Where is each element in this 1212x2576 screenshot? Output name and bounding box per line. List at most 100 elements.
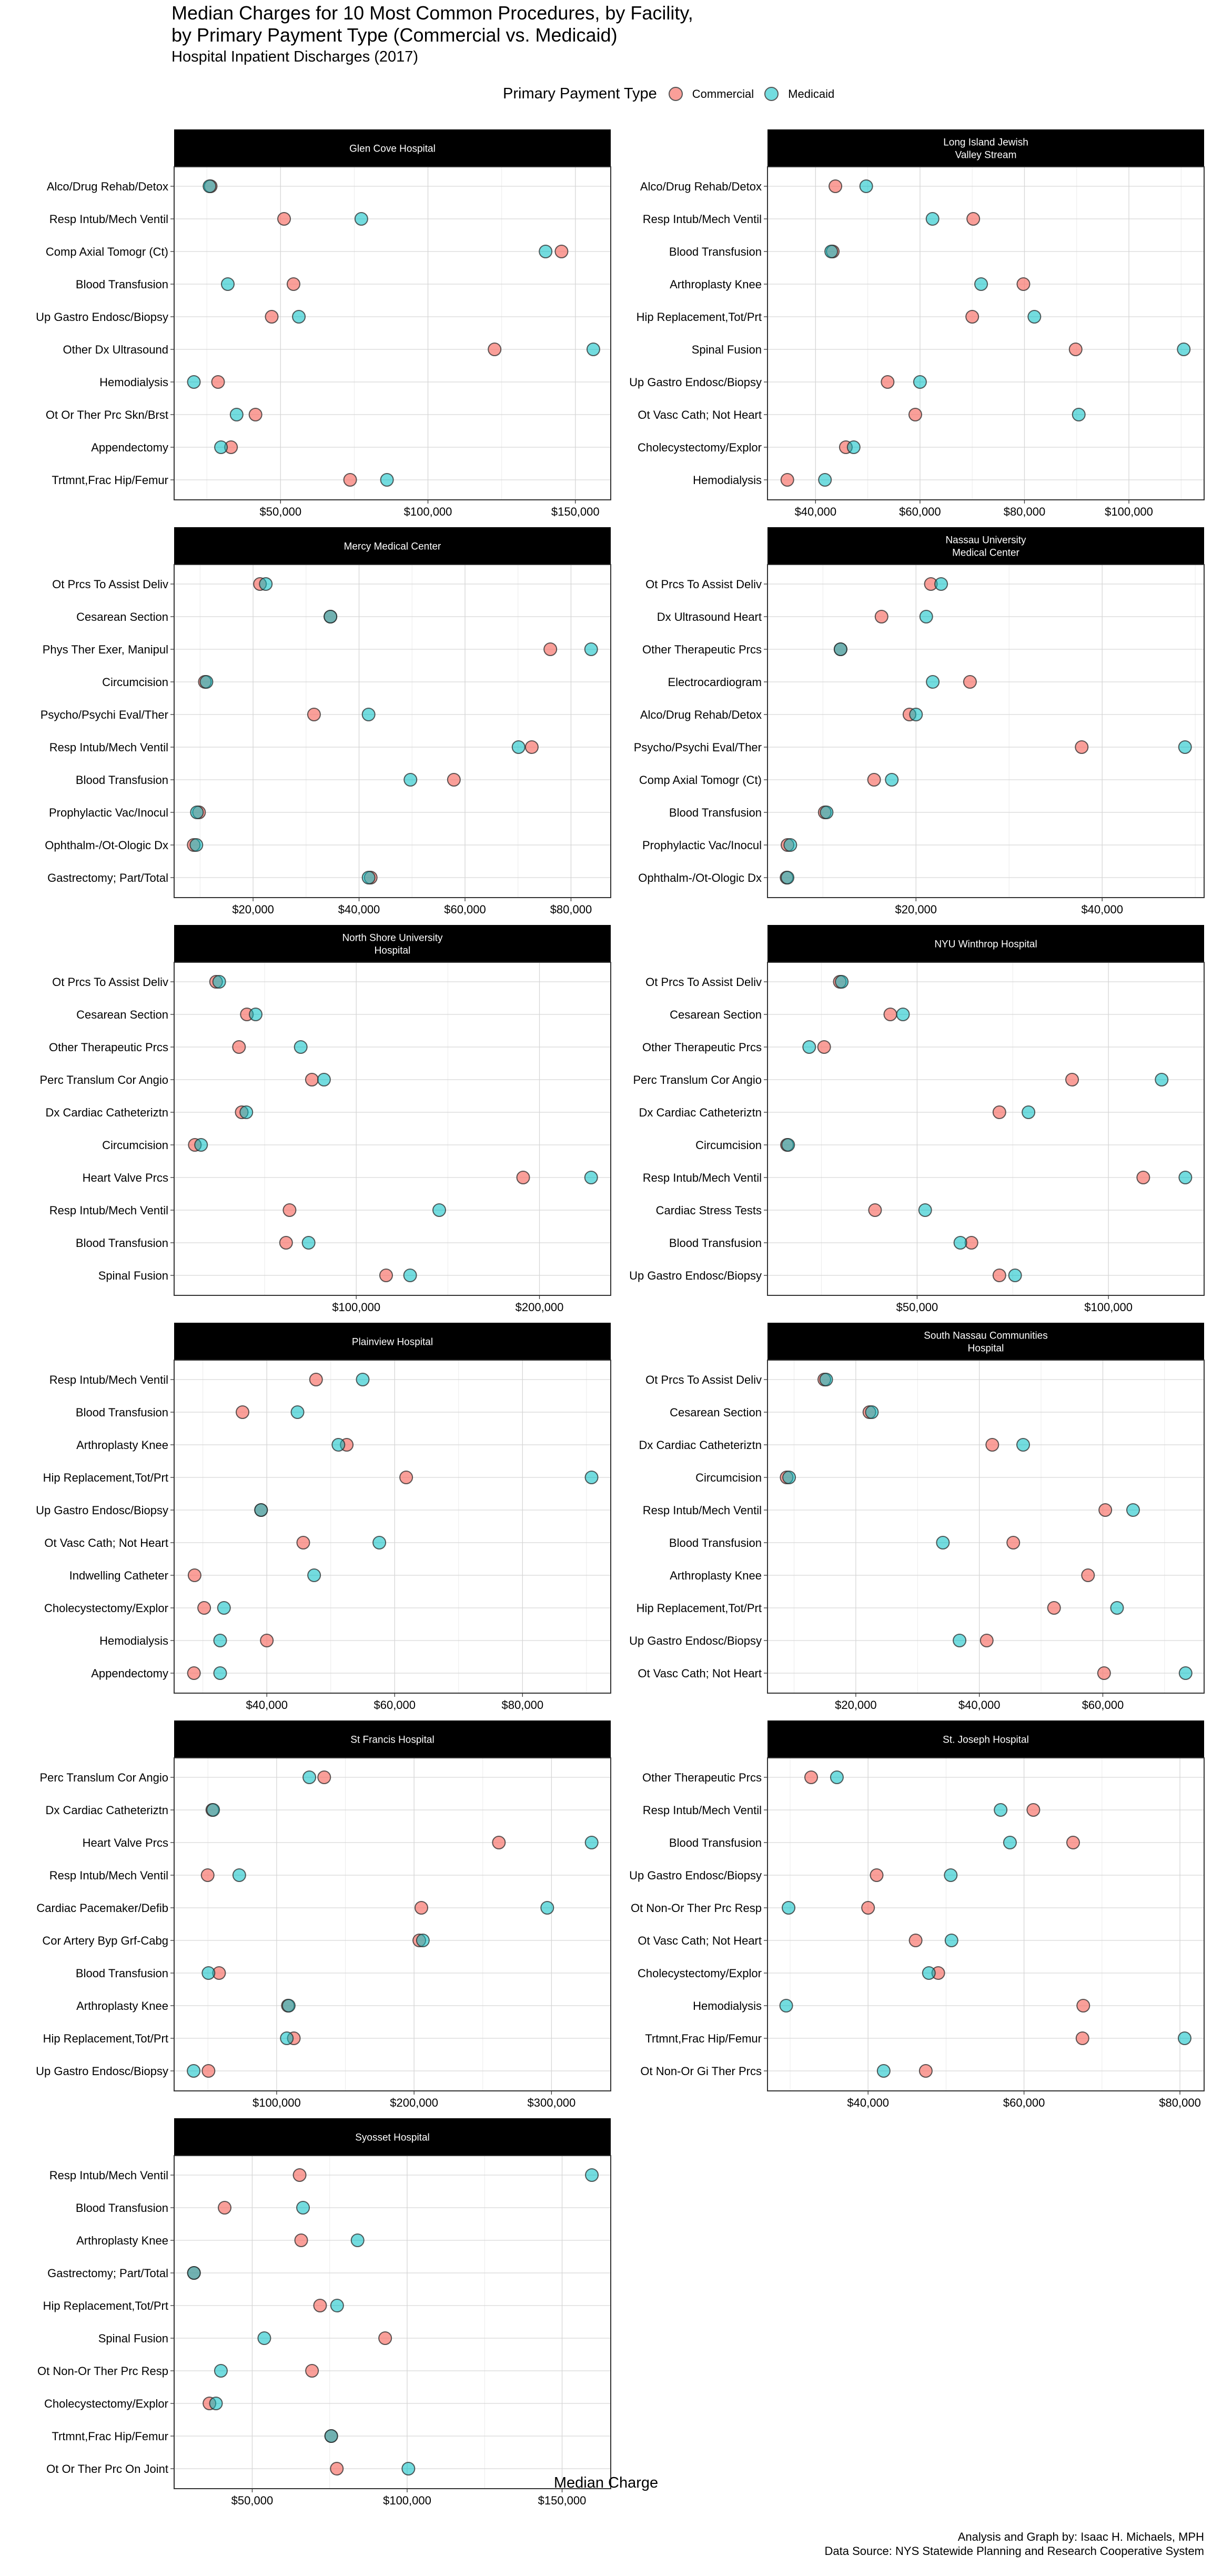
medicaid-point xyxy=(301,1236,316,1250)
x-tick-label: $20,000 xyxy=(835,1698,877,1712)
facet-panel: Mercy Medical Center $20,000 $40,000 $60,00… xyxy=(41,527,611,916)
y-tick-label: Up Gastro Endosc/Biopsy xyxy=(36,2065,168,2078)
commercial-point xyxy=(965,310,979,324)
medicaid-point xyxy=(1178,1171,1193,1184)
commercial-point xyxy=(218,2201,232,2215)
caption-author: Analysis and Graph by: Isaac H. Michaels… xyxy=(957,2530,1204,2543)
commercial-point xyxy=(979,1634,994,1647)
y-tick-label: Up Gastro Endosc/Biopsy xyxy=(629,1634,762,1647)
commercial-point xyxy=(1098,1503,1113,1517)
y-tick-label: Ophthalm-/Ot-Ologic Dx xyxy=(45,839,168,852)
x-tick-label: $100,000 xyxy=(252,2096,301,2109)
y-tick-label: Alco/Drug Rehab/Detox xyxy=(640,180,762,193)
medicaid-point xyxy=(833,642,847,656)
panel-border xyxy=(174,564,611,898)
y-tick-label: Resp Intub/Mech Ventil xyxy=(49,1204,168,1217)
chart-title: Median Charges for 10 Most Common Proced… xyxy=(171,2,908,46)
y-tick-label: Ot Prcs To Assist Deliv xyxy=(645,578,762,591)
medicaid-point xyxy=(918,1203,932,1217)
y-tick-label: Resp Intub/Mech Ventil xyxy=(49,1869,168,1882)
x-tick-label: $20,000 xyxy=(232,903,274,916)
commercial-point xyxy=(543,642,558,656)
medicaid-point xyxy=(206,1803,220,1817)
facet-panel: Long Island Jewish Valley Stream $40,000 $6… xyxy=(629,129,1205,518)
legend-label-medicaid: Medicaid xyxy=(788,87,835,100)
y-tick-label: Arthroplasty Knee xyxy=(76,2234,168,2247)
panel-border xyxy=(174,1360,611,1694)
medicaid-point xyxy=(214,2364,228,2378)
y-tick-label: Alco/Drug Rehab/Detox xyxy=(640,708,762,721)
x-tick-label: $40,000 xyxy=(958,1698,1001,1712)
commercial-point xyxy=(330,2462,344,2476)
facet-panel: Plainview Hospital $40,000 $60,000 $80,000 R… xyxy=(36,1323,611,1712)
x-tick-label: $150,000 xyxy=(538,2494,587,2507)
medicaid-point xyxy=(913,375,927,389)
panel-background xyxy=(767,167,1204,500)
y-tick-label: Trtmnt,Frac Hip/Femur xyxy=(52,474,168,487)
facet-strip xyxy=(174,129,611,167)
medicaid-point xyxy=(331,1438,346,1452)
facet-strip xyxy=(767,1720,1204,1758)
y-tick-label: Ot Non-Or Ther Prc Resp xyxy=(37,2364,168,2378)
panel-border xyxy=(767,166,1205,500)
commercial-point xyxy=(1016,277,1031,291)
commercial-point xyxy=(1066,1836,1080,1849)
x-tick-label: $40,000 xyxy=(1081,903,1123,916)
commercial-point xyxy=(1097,1666,1111,1680)
commercial-point xyxy=(317,1770,331,1784)
y-tick-label: Hemodialysis xyxy=(693,1999,762,2012)
y-tick-label: Up Gastro Endosc/Biopsy xyxy=(36,1504,168,1517)
medicaid-point xyxy=(781,871,795,884)
y-tick-label: Perc Translum Cor Angio xyxy=(39,1771,168,1784)
caption-source: Data Source: NYS Statewide Planning and … xyxy=(824,2544,1205,2558)
y-tick-label: Cesarean Section xyxy=(76,610,168,623)
facet-title: Syosset Hospital xyxy=(355,2132,430,2144)
legend-title: Primary Payment Type xyxy=(503,85,657,102)
x-tick-label: $200,000 xyxy=(516,1301,564,1314)
facet-title: St Francis Hospital xyxy=(350,1735,434,1746)
medicaid-point xyxy=(782,1471,796,1484)
y-tick-label: Other Therapeutic Prcs xyxy=(642,1041,762,1054)
facet-strip xyxy=(174,925,611,962)
medicaid-point xyxy=(307,1568,321,1582)
panel-border xyxy=(174,2155,611,2489)
commercial-point xyxy=(197,1601,211,1615)
panel-border xyxy=(174,166,611,500)
y-tick-label: Blood Transfusion xyxy=(76,773,168,787)
commercial-point xyxy=(305,2364,319,2378)
commercial-point xyxy=(870,1868,884,1882)
y-tick-label: Resp Intub/Mech Ventil xyxy=(643,213,762,226)
medicaid-point xyxy=(944,1934,958,1947)
y-tick-label: Spinal Fusion xyxy=(692,343,762,356)
y-tick-label: Cholecystectomy/Explor xyxy=(44,2397,168,2410)
commercial-point xyxy=(1076,1999,1090,2012)
medicaid-point xyxy=(934,577,948,591)
medicaid-point xyxy=(229,408,244,421)
y-tick-label: Hemodialysis xyxy=(99,1634,168,1647)
y-tick-label: Resp Intub/Mech Ventil xyxy=(49,213,168,226)
medicaid-point xyxy=(290,1405,305,1419)
facet-title: Hospital xyxy=(968,1343,1004,1354)
medicaid-point xyxy=(994,1803,1008,1817)
medicaid-point xyxy=(1126,1503,1140,1517)
y-tick-label: Dx Cardiac Catheteriztn xyxy=(639,1438,762,1452)
medicaid-point xyxy=(403,773,418,787)
medicaid-point xyxy=(585,2168,599,2182)
x-tick-label: $40,000 xyxy=(338,903,380,916)
medicaid-point xyxy=(296,2201,310,2215)
y-tick-label: Other Therapeutic Prcs xyxy=(49,1041,168,1054)
commercial-point xyxy=(343,473,357,487)
commercial-point xyxy=(554,245,569,258)
medicaid-point xyxy=(199,675,214,689)
facet-title: Medical Center xyxy=(952,548,1019,559)
medicaid-point xyxy=(302,1770,317,1784)
x-tick-label: $100,000 xyxy=(1084,1301,1133,1314)
y-tick-label: Arthroplasty Knee xyxy=(76,1999,168,2012)
medicaid-point xyxy=(802,1040,816,1054)
commercial-point xyxy=(305,1073,319,1086)
medicaid-point xyxy=(213,1666,227,1680)
commercial-point xyxy=(309,1373,323,1386)
y-tick-label: Spinal Fusion xyxy=(98,2332,168,2345)
y-tick-label: Ot Prcs To Assist Deliv xyxy=(645,975,762,989)
medicaid-point xyxy=(830,1770,844,1784)
